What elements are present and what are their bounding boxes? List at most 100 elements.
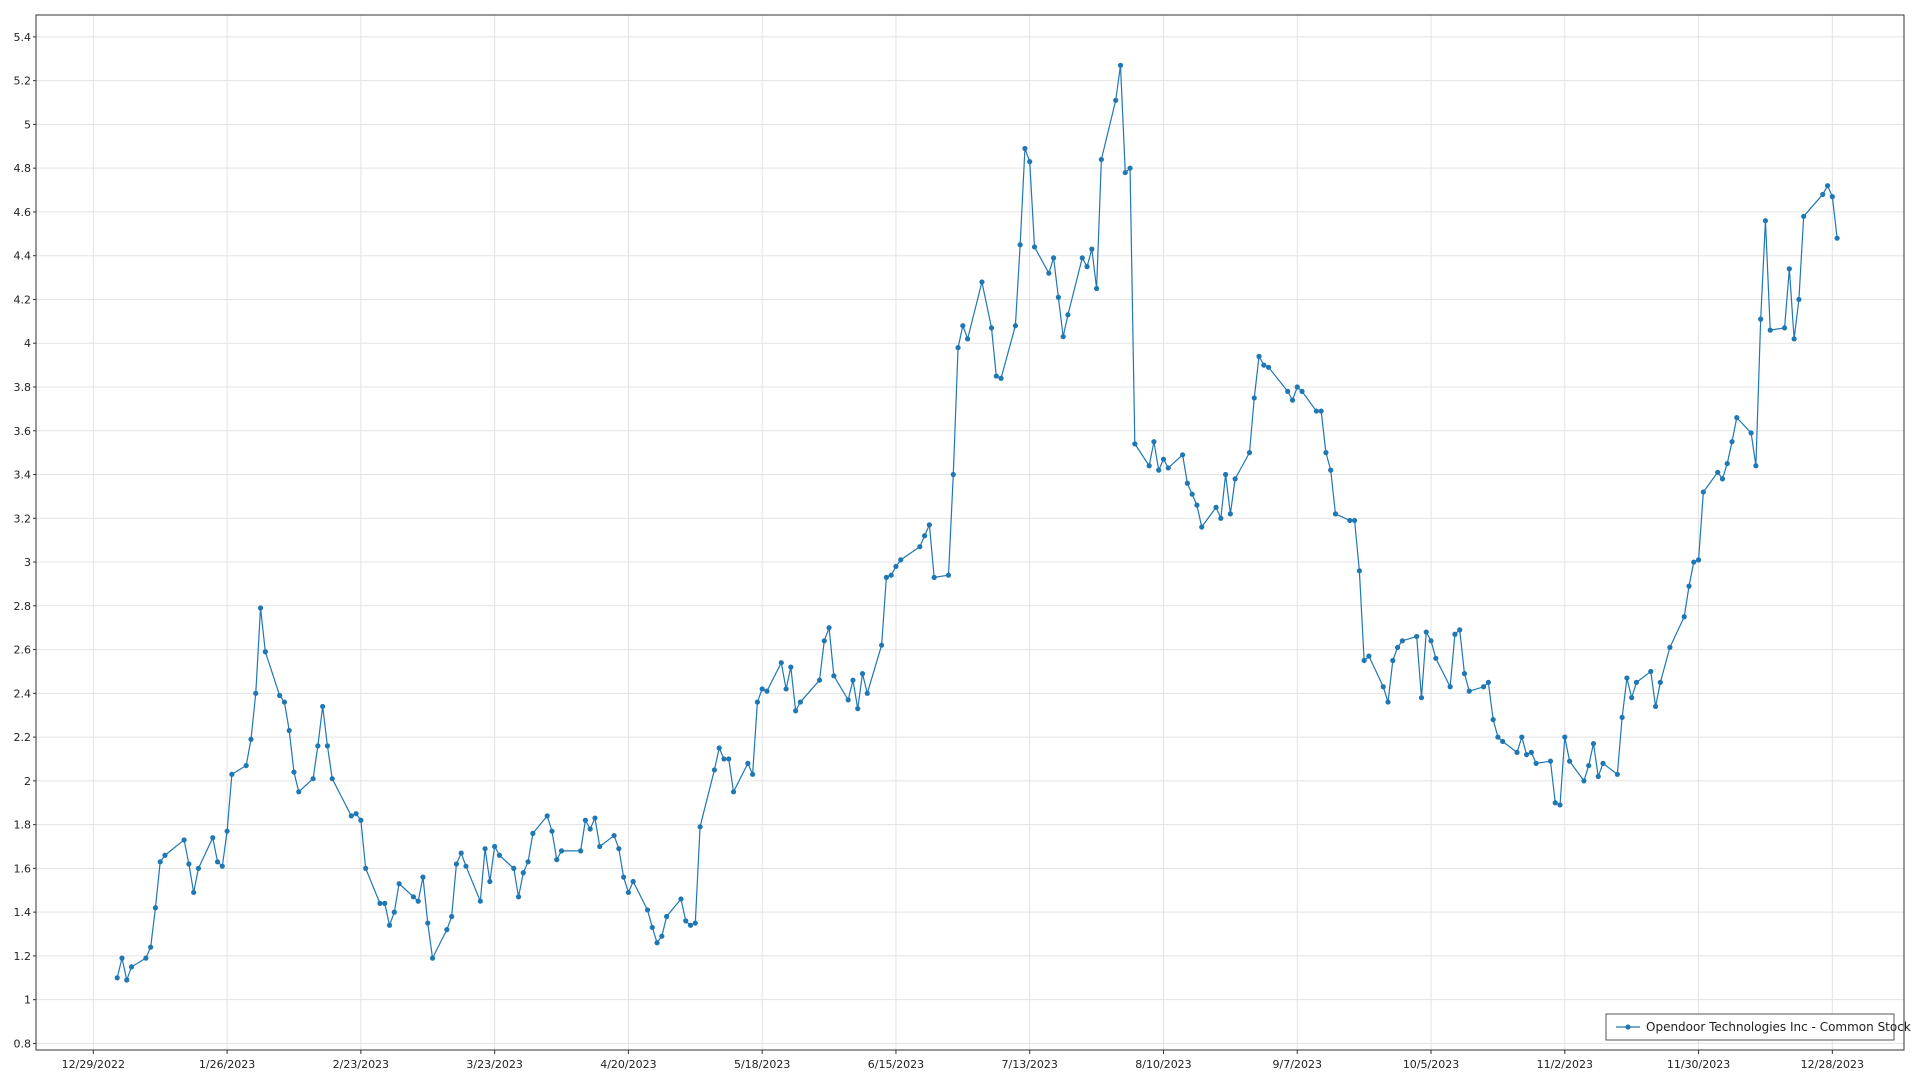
data-point bbox=[1490, 716, 1496, 723]
data-point bbox=[444, 927, 450, 933]
data-point bbox=[1022, 145, 1028, 152]
data-point bbox=[363, 865, 369, 871]
data-point bbox=[597, 843, 603, 850]
data-point bbox=[1724, 460, 1730, 467]
y-tick-label: 4 bbox=[24, 337, 31, 350]
data-point bbox=[1031, 244, 1038, 250]
data-point bbox=[864, 690, 870, 696]
data-point bbox=[1447, 684, 1453, 690]
y-tick-label: 2.4 bbox=[14, 687, 32, 700]
data-point bbox=[578, 848, 584, 854]
data-point bbox=[253, 690, 259, 696]
data-point bbox=[850, 677, 856, 683]
data-point bbox=[530, 830, 536, 836]
data-point bbox=[286, 727, 292, 734]
y-tick-label: 1.6 bbox=[14, 862, 32, 875]
data-point bbox=[1189, 491, 1195, 497]
data-point bbox=[797, 699, 804, 705]
data-point bbox=[1227, 511, 1233, 517]
data-point bbox=[224, 828, 230, 834]
x-tick-label: 7/13/2023 bbox=[1002, 1058, 1058, 1071]
data-point bbox=[415, 898, 421, 904]
data-point bbox=[1829, 194, 1835, 200]
data-point bbox=[1299, 388, 1305, 394]
legend-label: Opendoor Technologies Inc - Common Stock bbox=[1646, 1020, 1911, 1034]
data-point bbox=[1485, 679, 1491, 685]
data-point bbox=[544, 813, 550, 819]
data-point bbox=[1151, 439, 1157, 445]
data-point bbox=[587, 826, 593, 832]
data-point bbox=[119, 955, 125, 961]
data-point bbox=[1146, 463, 1152, 469]
data-point bbox=[1117, 62, 1124, 68]
data-point bbox=[377, 900, 383, 906]
x-tick-label: 12/28/2023 bbox=[1801, 1058, 1864, 1071]
data-point bbox=[186, 861, 192, 867]
y-tick-label: 1.8 bbox=[14, 819, 32, 832]
data-point bbox=[1748, 430, 1754, 436]
data-point bbox=[721, 756, 727, 762]
data-point bbox=[1289, 397, 1296, 403]
data-point bbox=[922, 533, 928, 539]
data-point bbox=[979, 279, 985, 285]
data-point bbox=[931, 574, 937, 580]
data-point bbox=[1213, 504, 1219, 510]
data-point bbox=[124, 977, 130, 983]
data-point bbox=[582, 817, 589, 823]
data-point bbox=[1786, 266, 1792, 272]
data-point bbox=[888, 572, 894, 578]
y-tick-label: 1.2 bbox=[14, 950, 32, 963]
data-point bbox=[1012, 323, 1018, 329]
data-point bbox=[1600, 760, 1606, 766]
data-point bbox=[616, 846, 622, 852]
data-point bbox=[1165, 465, 1171, 471]
data-point bbox=[262, 649, 268, 655]
data-point bbox=[1519, 734, 1525, 740]
data-point bbox=[1433, 655, 1439, 661]
data-point bbox=[1380, 684, 1386, 690]
data-point bbox=[1294, 384, 1300, 390]
data-point bbox=[1528, 749, 1534, 756]
data-point bbox=[162, 852, 168, 858]
data-point bbox=[1318, 408, 1324, 414]
data-point bbox=[1762, 218, 1769, 224]
data-point bbox=[477, 898, 483, 904]
data-point bbox=[1366, 653, 1372, 659]
data-point bbox=[1681, 614, 1687, 620]
data-point bbox=[692, 920, 698, 926]
y-tick-label: 3.2 bbox=[14, 512, 32, 525]
data-point bbox=[1667, 644, 1673, 650]
data-point bbox=[678, 896, 684, 902]
data-point bbox=[960, 323, 966, 329]
legend[interactable]: Opendoor Technologies Inc - Common Stock bbox=[1605, 1013, 1911, 1041]
data-point bbox=[1791, 336, 1797, 342]
data-point bbox=[1695, 557, 1702, 563]
data-point bbox=[1719, 476, 1726, 482]
data-point bbox=[683, 918, 689, 924]
data-point bbox=[1581, 778, 1587, 784]
data-point bbox=[917, 544, 923, 550]
data-point bbox=[1834, 235, 1840, 241]
data-point bbox=[1648, 668, 1654, 675]
x-tick-label: 8/10/2023 bbox=[1135, 1058, 1191, 1071]
data-point bbox=[711, 767, 718, 773]
data-point bbox=[1796, 296, 1802, 303]
data-point bbox=[1758, 316, 1764, 322]
data-point bbox=[1820, 191, 1826, 198]
data-point bbox=[511, 865, 517, 871]
data-point bbox=[458, 850, 464, 856]
data-point bbox=[750, 771, 756, 777]
data-point bbox=[1246, 450, 1253, 456]
data-point bbox=[1332, 511, 1339, 517]
data-point bbox=[320, 703, 326, 710]
y-tick-label: 2.2 bbox=[14, 731, 32, 744]
data-point bbox=[988, 325, 995, 331]
data-point bbox=[348, 813, 354, 819]
data-point bbox=[425, 920, 431, 926]
data-point bbox=[1566, 758, 1573, 764]
data-point bbox=[745, 760, 751, 766]
data-point bbox=[883, 574, 889, 580]
data-point bbox=[1590, 741, 1597, 747]
data-point bbox=[1390, 657, 1396, 664]
data-point bbox=[1767, 327, 1773, 333]
